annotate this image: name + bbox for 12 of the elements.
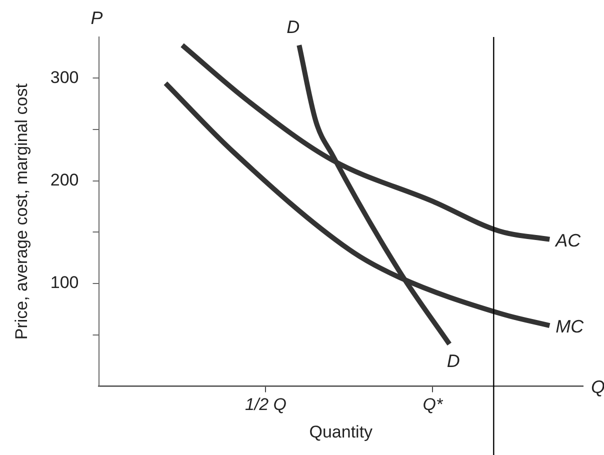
series-label: D [446,351,460,372]
annotation: D [286,17,300,38]
x-tick-label: 1/2 Q [244,395,287,414]
text: P [90,8,103,28]
series-label: AC [554,230,582,250]
x-axis-title: Quantity [309,422,374,442]
y-tick-label: 300 [50,68,79,87]
y-tick-label: 100 [50,273,79,292]
y-axis-title: Price, average cost, marginal cost [12,83,31,340]
series-label: MC [556,316,585,337]
y-tick-label: 200 [50,170,79,190]
x-tick-label: Q* [422,395,444,414]
